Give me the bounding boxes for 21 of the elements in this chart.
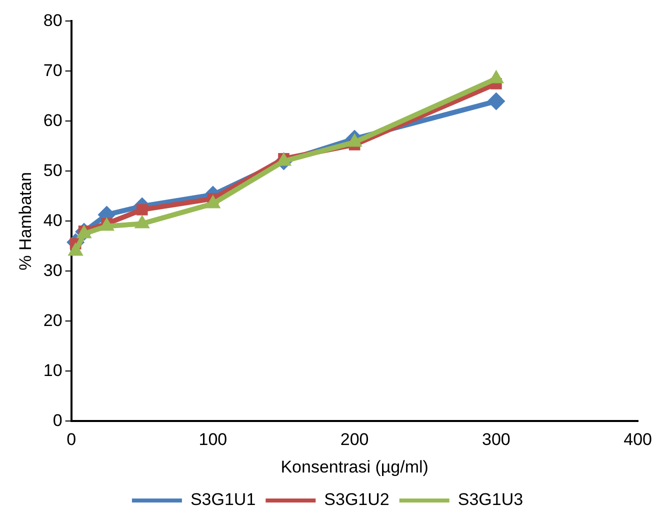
- point: [487, 92, 506, 110]
- x-tick-label: 400: [624, 430, 652, 450]
- x-axis-title: Konsentrasi (µg/ml): [280, 457, 428, 476]
- legend-label: S3G1U3: [458, 490, 524, 510]
- y-tick-label: 10: [43, 360, 62, 380]
- legend-label: S3G1U2: [324, 490, 390, 510]
- x-tick-label: 200: [340, 430, 369, 450]
- y-tick-label: 40: [43, 210, 62, 230]
- x-tick-label: 100: [198, 430, 228, 450]
- y-tick-label: 0: [52, 410, 62, 430]
- point: [136, 204, 148, 216]
- y-tick-label: 30: [43, 260, 62, 280]
- legend-label: S3G1U1: [190, 490, 256, 510]
- x-tick-label: 300: [482, 430, 510, 450]
- y-axis-title: % Hambatan: [16, 172, 35, 270]
- y-tick-label: 80: [43, 10, 62, 30]
- y-tick-label: 60: [43, 110, 62, 130]
- y-tick-label: 50: [43, 160, 62, 180]
- x-tick-label: 0: [66, 430, 76, 450]
- y-tick-label: 70: [43, 60, 62, 80]
- y-tick-label: 20: [43, 310, 62, 330]
